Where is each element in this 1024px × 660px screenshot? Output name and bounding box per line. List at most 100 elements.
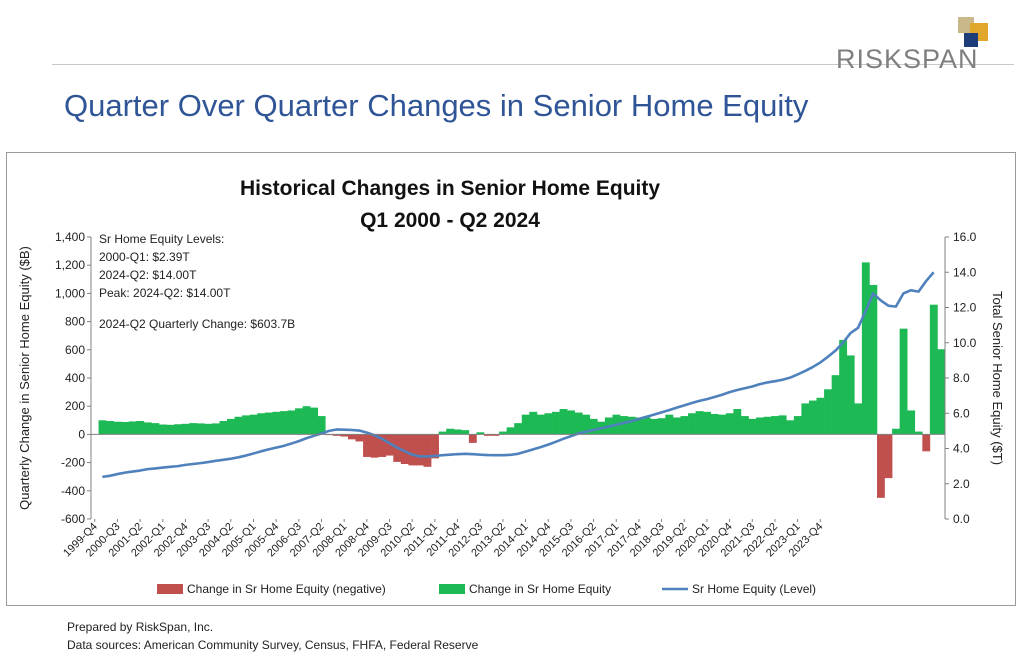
bar-positive	[816, 397, 825, 435]
bar-negative	[415, 434, 424, 466]
bar-negative	[400, 434, 409, 465]
bar-negative	[385, 434, 394, 456]
legend-label: Change in Sr Home Equity	[469, 582, 611, 596]
bar-positive	[801, 403, 810, 435]
bar-positive	[121, 421, 130, 435]
bar-positive	[559, 409, 568, 435]
y-tick-label-left: 200	[65, 399, 85, 413]
footnote-sources: Data sources: American Community Survey,…	[67, 638, 479, 652]
bar-positive	[287, 410, 296, 435]
y-tick-label-left: -600	[61, 512, 85, 526]
bar-negative	[363, 434, 371, 457]
bar-positive	[854, 403, 863, 435]
bar-positive	[831, 375, 840, 435]
bar-positive	[514, 423, 523, 435]
bar-negative	[347, 434, 356, 440]
bar-positive	[763, 416, 772, 435]
bar-positive	[196, 423, 205, 435]
bar-positive	[725, 413, 734, 435]
bar-positive	[688, 413, 696, 435]
y-tick-label-left: 600	[65, 343, 85, 357]
bar-positive	[846, 355, 855, 435]
bar-positive	[665, 414, 674, 435]
y-tick-label-left: 0	[78, 427, 85, 441]
y-tick-label-right: 2.0	[953, 477, 970, 491]
bar-positive	[181, 423, 190, 435]
y-tick-label-left: 400	[65, 371, 85, 385]
bar-positive	[143, 422, 152, 435]
bar-positive	[151, 423, 160, 435]
bar-positive	[552, 411, 560, 435]
y-axis-label-left: Quarterly Change in Senior Home Equity (…	[17, 246, 32, 510]
bar-positive	[174, 424, 182, 435]
bar-positive	[242, 415, 251, 435]
bar-negative	[423, 434, 432, 467]
bar-negative	[483, 434, 492, 436]
bar-positive	[204, 423, 213, 435]
bar-positive	[748, 418, 757, 435]
bar-positive	[695, 411, 704, 435]
y-axis-label-right: Total Senior Home Equity ($T)	[990, 291, 1005, 465]
bar-positive	[620, 416, 628, 435]
bar-positive	[302, 406, 311, 435]
chart-canvas: -600 -400 -200 0 200 400 600 800 1,000 1,200 1,400…	[17, 177, 1005, 596]
bar-positive	[98, 420, 107, 435]
bar-positive	[317, 416, 326, 435]
bar-positive	[536, 414, 545, 435]
bar-positive	[506, 427, 515, 435]
bar-negative	[355, 434, 364, 442]
bar-positive	[574, 412, 583, 435]
logo-square-navy-icon	[964, 33, 978, 47]
annotation-text: 2024-Q2 Quarterly Change: $603.7B	[99, 317, 295, 331]
bar-positive	[929, 304, 938, 435]
bar-negative	[332, 434, 341, 436]
bar-positive	[710, 413, 719, 435]
y-tick-label-right: 10.0	[953, 336, 977, 350]
bar-negative	[876, 434, 885, 498]
y-tick-label-right: 12.0	[953, 301, 977, 315]
bar-positive	[567, 410, 575, 435]
y-tick-label-left: 1,400	[55, 230, 85, 244]
bar-positive	[899, 328, 908, 435]
chart-frame: -600 -400 -200 0 200 400 600 800 1,000 1,200 1,400…	[6, 152, 1016, 606]
bar-positive	[861, 262, 870, 435]
bar-positive	[778, 415, 787, 435]
bar-positive	[272, 411, 281, 435]
y-tick-label-left: -400	[61, 484, 85, 498]
bar-positive	[544, 413, 553, 435]
riskspan-logo-text: RISKSPAN	[836, 44, 979, 74]
bar-negative	[431, 434, 439, 459]
bar-positive	[680, 416, 689, 435]
bar-negative	[491, 434, 500, 436]
y-tick-label-left: 800	[65, 315, 85, 329]
bar-positive	[453, 429, 462, 435]
bar-positive	[642, 417, 651, 435]
bar-positive	[257, 413, 266, 435]
legend-swatch	[157, 584, 183, 594]
bar-positive	[808, 400, 817, 435]
bar-positive	[219, 421, 228, 435]
bar-positive	[211, 423, 220, 435]
bar-positive	[650, 418, 659, 435]
series-line-level	[102, 271, 935, 479]
bar-positive	[786, 420, 795, 435]
y-tick-label-left: 1,000	[55, 286, 85, 300]
bar-negative	[340, 434, 349, 437]
legend-label: Change in Sr Home Equity (negative)	[187, 582, 386, 596]
annotation-text: Sr Home Equity Levels:	[99, 232, 224, 246]
bar-positive	[227, 418, 235, 435]
bar-positive	[446, 428, 455, 435]
bar-positive	[476, 432, 485, 435]
y-tick-label-right: 8.0	[953, 371, 970, 385]
bar-positive	[249, 414, 258, 435]
bar-positive	[295, 408, 303, 435]
bar-positive	[657, 418, 666, 435]
chart-subtitle: Q1 2000 - Q2 2024	[360, 209, 540, 232]
bar-positive	[166, 424, 175, 435]
bar-positive	[869, 284, 878, 435]
bar-negative	[884, 434, 893, 479]
bar-positive	[234, 416, 243, 435]
bar-negative	[370, 434, 379, 458]
bar-positive	[718, 414, 727, 435]
bar-positive	[892, 428, 900, 435]
